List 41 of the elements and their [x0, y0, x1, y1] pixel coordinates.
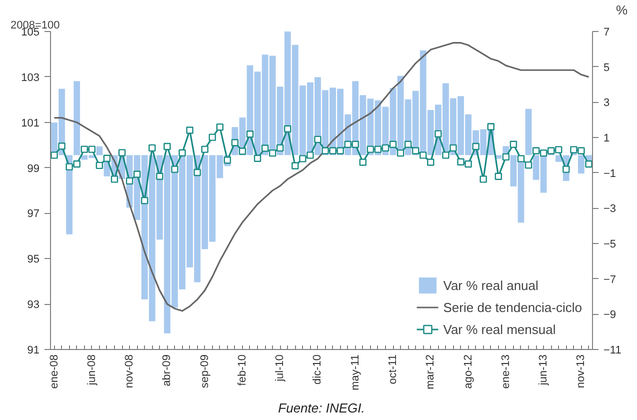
y2-tick-label: 5	[604, 62, 610, 74]
y2-tick-label: 1	[604, 132, 610, 144]
x-tick-label: jun-13	[538, 354, 550, 386]
legend-label: Serie de tendencia-ciclo	[443, 300, 582, 314]
x-tick-label: jul-10	[274, 354, 286, 382]
y2-axis-title: %	[616, 2, 628, 18]
y2-tick-label: −5	[604, 238, 616, 250]
x-tick-label: dic-10	[312, 354, 324, 384]
x-tick-label: oct-11	[387, 354, 400, 384]
y2-tick-label: −3	[604, 203, 616, 216]
x-tick-label: nov-13	[575, 354, 588, 388]
y2-tick-label: 7	[604, 26, 610, 38]
x-tick-label: may-11	[349, 354, 362, 390]
y2-tick-label: −11	[604, 344, 622, 356]
y-tick-label: 99	[27, 162, 40, 175]
x-tick-label: nov-08	[124, 354, 136, 388]
y-tick-label: 95	[27, 254, 40, 266]
x-tick-label: ene-08	[48, 354, 60, 389]
y2-tick-label: −9	[604, 309, 616, 322]
legend-label: Var % real mensual	[443, 322, 556, 336]
source-note: Fuente: INEGI.	[278, 400, 365, 416]
y2-tick-label: 3	[604, 97, 610, 110]
y-tick-label: 91	[27, 344, 40, 356]
y2-tick-label: −1	[604, 168, 616, 180]
x-tick-label: sep-09	[198, 354, 211, 388]
legend-label: Var % real anual	[443, 278, 538, 292]
x-tick-label: feb-10	[236, 354, 248, 386]
bar	[74, 81, 80, 156]
line-series	[53, 42, 590, 312]
x-tick-label: ago-12	[462, 354, 474, 389]
x-tick-label: abr-09	[161, 354, 174, 386]
x-tick-label: mar-12	[424, 354, 437, 390]
y-tick-label: 103	[21, 72, 40, 84]
x-tick-label: ene-13	[500, 354, 512, 389]
y-tick-label: 105	[21, 26, 40, 38]
y2-tick-label: −7	[604, 274, 616, 286]
y-tick-label: 101	[21, 117, 40, 130]
x-tick-label: jun-08	[86, 354, 98, 386]
y-tick-label: 93	[27, 299, 40, 312]
y-tick-label: 97	[27, 208, 40, 220]
bar	[525, 108, 532, 156]
